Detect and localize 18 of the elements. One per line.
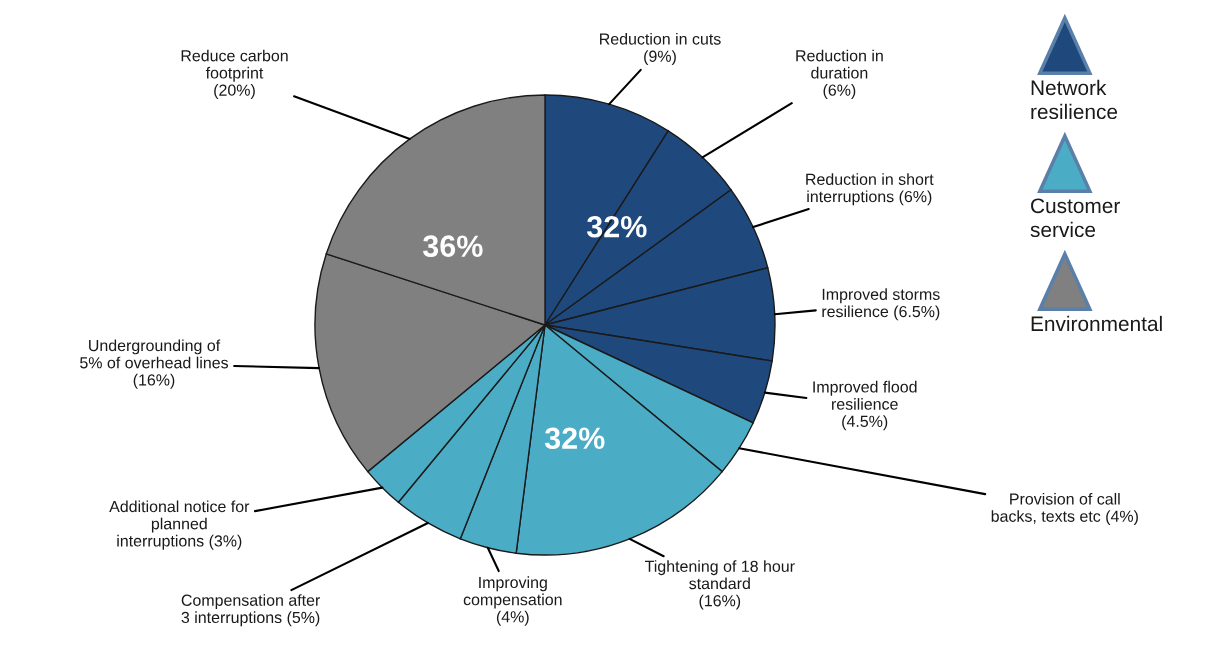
slice-label: Reduce carbon footprint (20%): [181, 49, 288, 99]
slice-label: Improved storms resilience (6.5%): [822, 288, 940, 321]
slice-label: Tightening of 18 hour standard (16%): [644, 560, 795, 610]
slice-label: Undergrounding of 5% of overhead lines (16%): [80, 339, 229, 389]
slice-label: Provision of call backs, texts etc (4%): [991, 492, 1138, 526]
text: 32%: [544, 427, 605, 450]
text: 36%: [422, 235, 483, 258]
slice-label: Reduction in short interruptions (6%): [806, 173, 934, 206]
slice-label: Improving compensation (4%): [463, 576, 562, 626]
slice-label: Reduction in duration (6%): [796, 49, 883, 99]
text: Customer service: [1030, 198, 1120, 238]
slice-label: Improved flood resilience (4.5%): [813, 380, 917, 431]
text: Environmental: [1031, 315, 1162, 332]
slice-label: Reduction in cuts (9%): [600, 32, 721, 66]
text: 32%: [586, 215, 647, 238]
text: Network resilience: [1031, 79, 1118, 120]
slice-label: Additional notice for planned interruptions (3%): [109, 500, 250, 550]
slice-label: Compensation after 3 interruptions (5%): [181, 594, 321, 627]
